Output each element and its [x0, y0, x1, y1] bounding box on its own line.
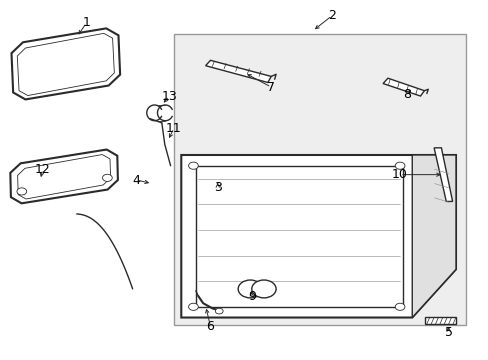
Circle shape: [238, 280, 262, 298]
Text: 4: 4: [132, 174, 140, 186]
Polygon shape: [382, 78, 424, 96]
Text: 3: 3: [213, 181, 221, 194]
Circle shape: [102, 174, 112, 181]
Polygon shape: [10, 149, 118, 203]
Polygon shape: [433, 148, 452, 202]
Text: 2: 2: [327, 9, 335, 22]
Text: 5: 5: [444, 327, 452, 339]
Circle shape: [215, 308, 223, 314]
Polygon shape: [12, 28, 120, 99]
Polygon shape: [174, 33, 465, 325]
Polygon shape: [411, 155, 455, 318]
Circle shape: [394, 303, 404, 310]
Text: 11: 11: [166, 122, 182, 135]
Text: 8: 8: [403, 88, 410, 101]
Circle shape: [17, 188, 27, 195]
Text: 6: 6: [206, 320, 214, 333]
Circle shape: [394, 162, 404, 169]
Text: 9: 9: [247, 289, 255, 303]
Polygon shape: [205, 60, 271, 82]
Text: 10: 10: [391, 168, 407, 181]
Polygon shape: [181, 155, 455, 318]
Text: 13: 13: [161, 90, 177, 103]
Text: 7: 7: [267, 81, 275, 94]
Circle shape: [188, 303, 198, 310]
Text: 12: 12: [35, 163, 50, 176]
Polygon shape: [425, 317, 455, 324]
Circle shape: [188, 162, 198, 169]
Circle shape: [251, 280, 276, 298]
Text: 1: 1: [82, 16, 90, 29]
